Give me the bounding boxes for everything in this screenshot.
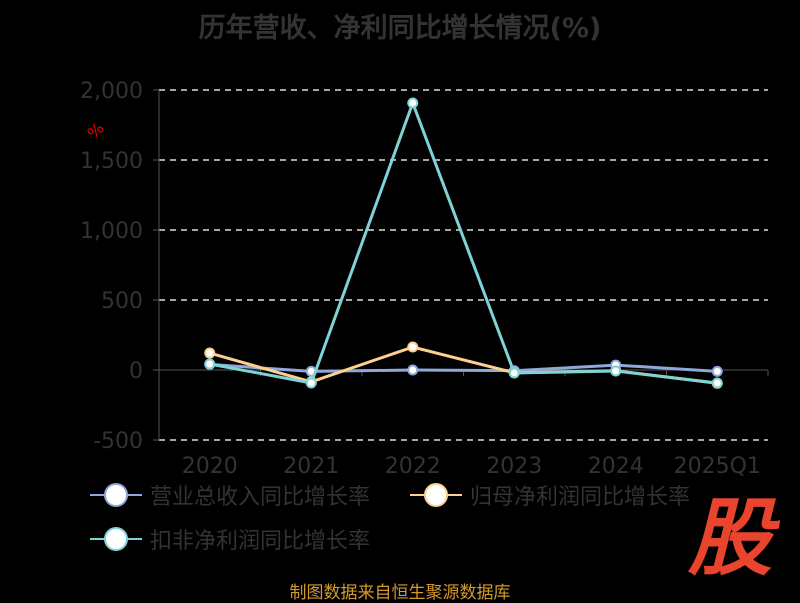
- data-point: [204, 347, 216, 359]
- data-point: [204, 358, 216, 370]
- source-note: 制图数据来自恒生聚源数据库: [289, 583, 511, 603]
- y-tick-label: 2,000: [80, 79, 143, 104]
- x-tick-label: 2020: [182, 454, 238, 479]
- legend-marker-icon: [410, 483, 462, 507]
- legend-label: 归母净利润同比增长率: [470, 485, 691, 510]
- data-point: [508, 367, 520, 379]
- series-line-0: [209, 362, 718, 373]
- x-tick-label: 2022: [385, 454, 441, 479]
- legend-marker-icon: [90, 483, 142, 507]
- data-point: [407, 97, 419, 109]
- legend-label: 扣非净利润同比增长率: [150, 529, 371, 554]
- data-point: [407, 341, 419, 353]
- legend-label: 营业总收入同比增长率: [150, 485, 371, 510]
- data-point: [610, 365, 622, 377]
- x-tick-label: 2021: [283, 454, 339, 479]
- data-point: [711, 365, 723, 377]
- x-tick-label: 2025Q1: [674, 454, 761, 479]
- y-tick-label: 500: [101, 289, 143, 314]
- logo: 股: [688, 489, 773, 587]
- x-tick-label: 2024: [588, 454, 644, 479]
- y-axis-label: %: [84, 119, 108, 143]
- legend-item-net-profit[interactable]: 归母净利润同比增长率: [410, 479, 690, 511]
- y-tick-label: 1,500: [80, 149, 143, 174]
- series-line-2: [209, 98, 718, 385]
- legend-item-deducted-profit[interactable]: 扣非净利润同比增长率: [90, 523, 370, 555]
- data-point: [407, 364, 419, 376]
- legend-marker-icon: [90, 527, 142, 551]
- x-tick-label: 2023: [486, 454, 542, 479]
- chart-title: 历年营收、净利同比增长情况(%): [198, 13, 602, 44]
- y-tick-label: 0: [129, 359, 143, 384]
- legend-item-revenue[interactable]: 营业总收入同比增长率: [90, 479, 370, 511]
- data-point: [711, 377, 723, 389]
- data-point: [305, 377, 317, 389]
- y-tick-label: 1,000: [80, 219, 143, 244]
- y-tick-label: -500: [93, 429, 143, 454]
